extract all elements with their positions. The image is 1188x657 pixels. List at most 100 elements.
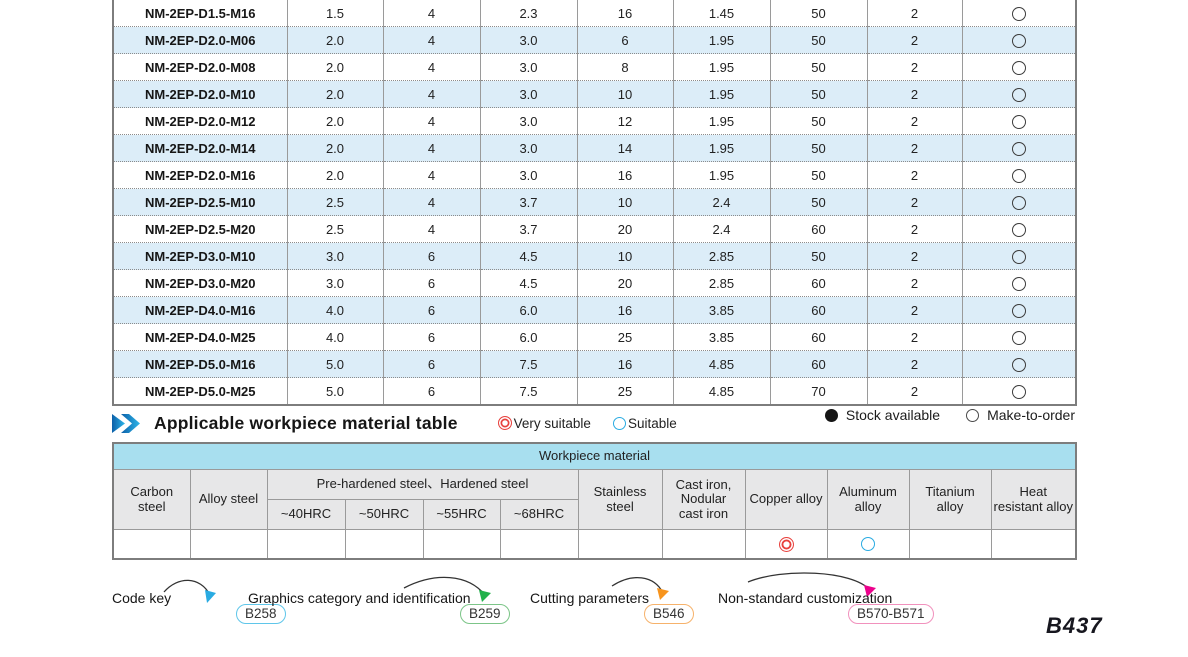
col-copper-alloy: Copper alloy xyxy=(744,469,828,530)
spec-value: 3.7 xyxy=(479,215,577,243)
model-number: NM-2EP-D1.5-M16 xyxy=(144,5,256,21)
spec-value: 50 xyxy=(769,242,867,270)
make-to-order-icon xyxy=(1011,357,1026,372)
stock-status-cell xyxy=(961,107,1076,135)
section-title: Applicable workpiece material table xyxy=(154,412,458,433)
col-stainless-steel: Stainless steel xyxy=(577,469,663,530)
spec-value: 4.85 xyxy=(672,377,770,405)
spec-value: 6 xyxy=(382,296,480,324)
spec-value: 2 xyxy=(866,215,962,243)
spec-value: 8 xyxy=(576,53,673,81)
spec-value: 2 xyxy=(866,323,962,351)
spec-value: 6 xyxy=(382,377,480,405)
model-number: NM-2EP-D2.0-M12 xyxy=(113,107,287,135)
spec-value: 50 xyxy=(769,188,867,216)
spec-value: 50 xyxy=(769,26,867,54)
model-number: NM-2EP-D2.5-M20 xyxy=(113,215,287,243)
model-number: NM-2EP-D2.0-M08 xyxy=(113,53,287,81)
spec-value: 1.95 xyxy=(672,107,770,135)
spec-value: 4 xyxy=(382,134,480,162)
copper-very-suitable-icon xyxy=(778,536,794,552)
spec-value: 6 xyxy=(382,269,480,297)
spec-value: 2 xyxy=(866,134,962,162)
spec-value: 2 xyxy=(866,53,962,81)
spec-row: NM-2EP-D2.5-M20 2.5 4 3.7 20 2.4 60 2 xyxy=(113,215,1076,243)
spec-value: 16 xyxy=(576,161,673,189)
spec-value: 4 xyxy=(382,53,480,81)
spec-value: 3.85 xyxy=(672,323,770,351)
spec-value: 2 xyxy=(866,26,962,54)
stock-status-cell xyxy=(961,26,1076,54)
spec-value: 10 xyxy=(576,242,673,270)
spec-value: 50 xyxy=(769,107,867,135)
double-chevron-icon xyxy=(112,413,140,433)
spec-value: 2 xyxy=(866,80,962,108)
spec-value: 4.0 xyxy=(286,323,383,351)
model-number: NM-2EP-D2.0-M14 xyxy=(113,134,287,162)
spec-value: 2.5 xyxy=(286,188,383,216)
model-number: NM-2EP-D2.0-M06 xyxy=(113,26,287,54)
make-to-order-icon xyxy=(1011,249,1026,264)
make-to-order-icon xyxy=(1011,303,1026,318)
stock-status-cell xyxy=(961,215,1076,243)
stock-status-cell xyxy=(961,188,1076,216)
non-standard-page-ref[interactable]: B570-B571 xyxy=(848,604,934,624)
code-key-page-ref[interactable]: B258 xyxy=(236,604,286,624)
stock-status-cell xyxy=(961,269,1076,297)
spec-row: NM-2EP-D2.0-M10 2.0 4 3.0 10 1.95 50 2 xyxy=(113,80,1076,108)
make-to-order-icon xyxy=(1011,330,1026,345)
spec-value: 2.4 xyxy=(672,188,770,216)
stock-available-icon xyxy=(824,408,838,422)
stock-legend: Stock available Make-to-order xyxy=(799,407,1075,423)
stock-status-cell xyxy=(961,161,1076,189)
arrowhead-code-key xyxy=(205,590,216,603)
spec-row: NM-2EP-D3.0-M20 3.0 6 4.5 20 2.85 60 2 xyxy=(113,269,1076,297)
spec-value: 2 xyxy=(866,161,962,189)
spec-row: NM-2EP-D2.0-M16 2.0 4 3.0 16 1.95 50 2 xyxy=(113,161,1076,189)
make-to-order-icon xyxy=(1011,114,1026,129)
col-68hrc: ~68HRC xyxy=(499,499,579,530)
spec-value: 2 xyxy=(866,242,962,270)
make-to-order-icon xyxy=(1011,60,1026,75)
spec-value: 2.3 xyxy=(479,0,577,27)
spec-value: 2.0 xyxy=(286,80,383,108)
spec-value: 5.0 xyxy=(286,350,383,378)
stock-available-label: Stock available xyxy=(845,407,941,423)
stock-status-cell xyxy=(961,0,1076,27)
spec-value: 60 xyxy=(769,269,867,297)
spec-value: 4 xyxy=(382,215,480,243)
model-number: NM-2EP-D2.0-M16 xyxy=(113,161,287,189)
spec-value: 2 xyxy=(866,296,962,324)
graphics-category-page-ref[interactable]: B259 xyxy=(460,604,510,624)
very-suitable-icon xyxy=(497,416,512,430)
spec-value: 1.95 xyxy=(672,26,770,54)
spec-value: 4 xyxy=(382,0,480,27)
spec-value: 3.7 xyxy=(479,188,577,216)
spec-value: 25 xyxy=(576,323,673,351)
make-to-order-icon xyxy=(1011,168,1026,183)
spec-row: NM-2EP-D2.0-M14 2.0 4 3.0 14 1.95 50 2 xyxy=(113,134,1076,162)
cutting-parameters-label: Cutting parameters xyxy=(530,590,650,606)
spec-value: 3.0 xyxy=(479,134,577,162)
spec-value: 6 xyxy=(576,26,673,54)
page-number: B437 xyxy=(1046,613,1103,638)
spec-value: 5.0 xyxy=(286,377,383,405)
spec-value: 1.5 xyxy=(286,0,383,27)
make-to-order-label: Make-to-order xyxy=(987,407,1075,423)
make-to-order-icon xyxy=(1011,141,1026,156)
cutting-parameters-page-ref[interactable]: B546 xyxy=(644,604,694,624)
spec-row: NM-2EP-D1.5-M16 1.5 4 2.3 16 1.45 50 2 xyxy=(113,0,1076,27)
spec-value: 20 xyxy=(576,269,673,297)
spec-row: NM-2EP-D2.0-M08 2.0 4 3.0 8 1.95 50 2 xyxy=(113,53,1076,81)
very-suitable-label: Very suitable xyxy=(513,415,591,431)
spec-value: 7.5 xyxy=(479,377,577,405)
spec-value: 2 xyxy=(866,107,962,135)
spec-value: 3.85 xyxy=(672,296,770,324)
spec-value: 1.95 xyxy=(672,161,770,189)
spec-value: 6 xyxy=(382,323,480,351)
spec-value: 60 xyxy=(769,296,867,324)
spec-value: 2.0 xyxy=(286,161,383,189)
spec-value: 6.0 xyxy=(479,323,577,351)
spec-value: 2 xyxy=(866,188,962,216)
arrowhead-cutting xyxy=(657,588,669,600)
